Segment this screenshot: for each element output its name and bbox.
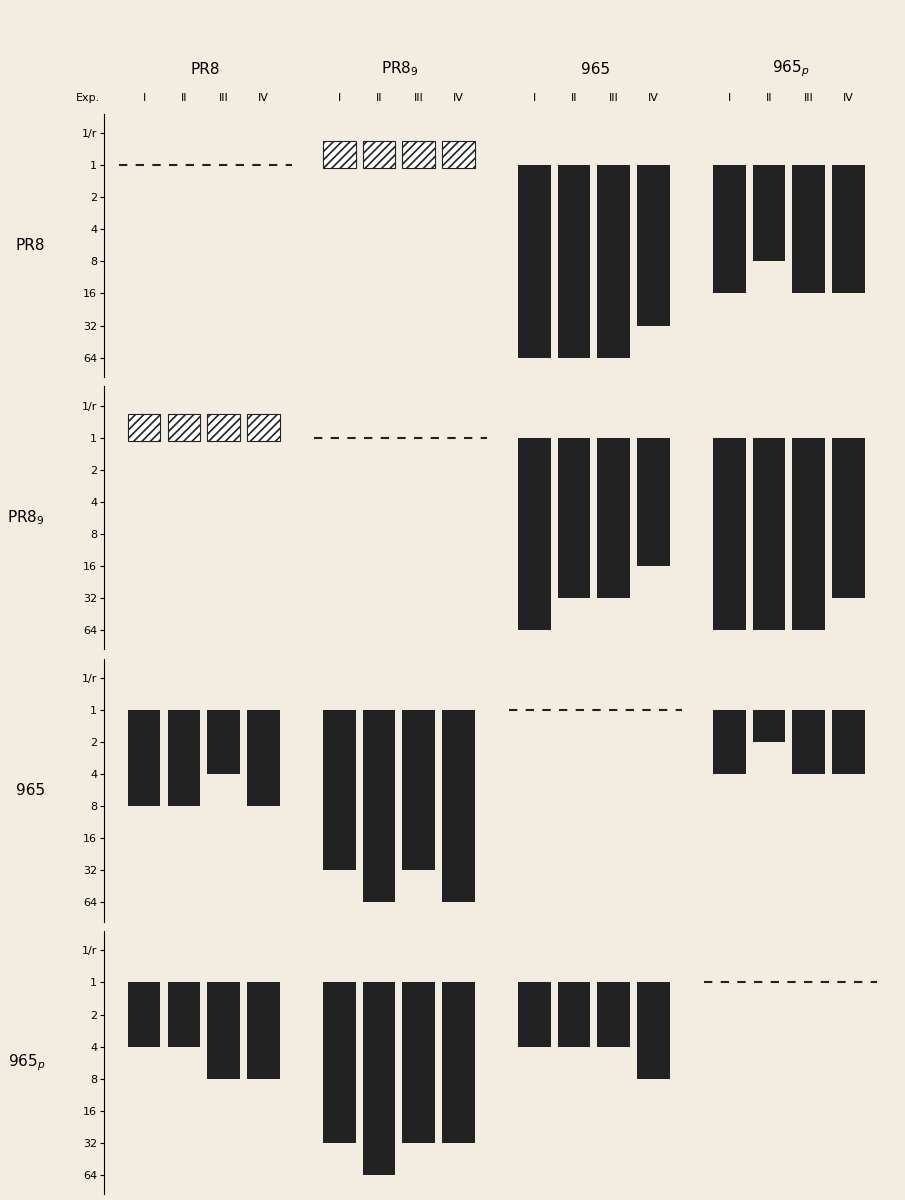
- Text: II: II: [376, 92, 382, 103]
- Text: III: III: [609, 92, 619, 103]
- Bar: [323, 710, 356, 870]
- Bar: [128, 710, 160, 806]
- Bar: [403, 710, 435, 870]
- Text: PR8: PR8: [190, 61, 220, 77]
- Bar: [713, 166, 746, 294]
- Text: II: II: [766, 92, 772, 103]
- Text: I: I: [728, 92, 731, 103]
- Text: II: II: [181, 92, 187, 103]
- Bar: [637, 438, 670, 566]
- Text: IV: IV: [258, 92, 269, 103]
- Bar: [167, 414, 200, 440]
- Bar: [518, 983, 550, 1046]
- Bar: [128, 414, 160, 440]
- Bar: [207, 983, 240, 1079]
- Text: 965: 965: [16, 782, 45, 798]
- Bar: [363, 710, 395, 902]
- Bar: [363, 983, 395, 1175]
- Bar: [637, 166, 670, 325]
- Text: PR8: PR8: [15, 238, 45, 253]
- Bar: [793, 710, 825, 774]
- Text: IV: IV: [453, 92, 464, 103]
- Text: IV: IV: [843, 92, 854, 103]
- Text: 965$_p$: 965$_p$: [7, 1052, 45, 1073]
- Bar: [637, 983, 670, 1079]
- Text: III: III: [804, 92, 814, 103]
- Bar: [128, 983, 160, 1046]
- Bar: [443, 710, 475, 902]
- Bar: [323, 983, 356, 1142]
- Bar: [247, 414, 280, 440]
- Bar: [793, 438, 825, 630]
- Text: III: III: [414, 92, 424, 103]
- Bar: [443, 142, 475, 168]
- Bar: [713, 710, 746, 774]
- Bar: [833, 710, 865, 774]
- Text: IV: IV: [648, 92, 659, 103]
- Text: 965$_p$: 965$_p$: [772, 59, 809, 79]
- Bar: [713, 438, 746, 630]
- Bar: [207, 414, 240, 440]
- Bar: [597, 166, 630, 358]
- Text: PR8$_9$: PR8$_9$: [7, 509, 45, 527]
- Bar: [518, 438, 550, 630]
- Text: PR8$_9$: PR8$_9$: [381, 60, 419, 78]
- Bar: [793, 166, 825, 294]
- Bar: [557, 438, 590, 598]
- Text: I: I: [143, 92, 146, 103]
- Bar: [247, 710, 280, 806]
- Text: I: I: [338, 92, 341, 103]
- Bar: [833, 166, 865, 294]
- Bar: [833, 438, 865, 598]
- Bar: [518, 166, 550, 358]
- Bar: [597, 983, 630, 1046]
- Bar: [557, 983, 590, 1046]
- Bar: [403, 983, 435, 1142]
- Bar: [167, 710, 200, 806]
- Bar: [753, 438, 786, 630]
- Bar: [753, 710, 786, 742]
- Text: 965: 965: [581, 61, 610, 77]
- Text: II: II: [571, 92, 577, 103]
- Bar: [597, 438, 630, 598]
- Text: III: III: [219, 92, 229, 103]
- Bar: [443, 983, 475, 1142]
- Bar: [247, 983, 280, 1079]
- Bar: [207, 710, 240, 774]
- Bar: [167, 983, 200, 1046]
- Bar: [323, 142, 356, 168]
- Bar: [363, 142, 395, 168]
- Bar: [753, 166, 786, 262]
- Text: I: I: [533, 92, 536, 103]
- Text: Exp.: Exp.: [76, 92, 100, 103]
- Bar: [403, 142, 435, 168]
- Bar: [557, 166, 590, 358]
